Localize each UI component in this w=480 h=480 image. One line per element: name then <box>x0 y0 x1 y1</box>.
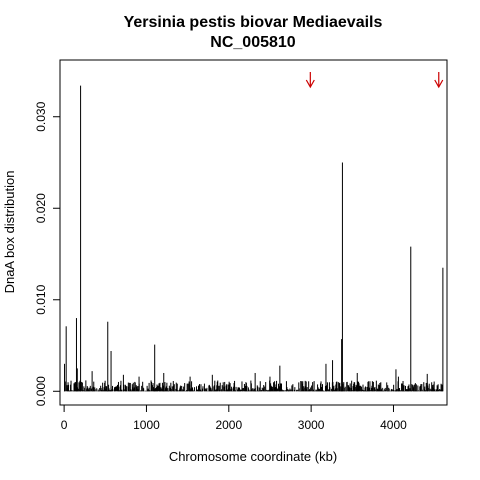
y-tick-label: 0.020 <box>34 193 48 223</box>
arrow-down-icon <box>305 72 315 89</box>
chart-bars <box>63 85 444 392</box>
x-tick-label: 2000 <box>215 418 242 432</box>
x-tick-label: 0 <box>61 418 68 432</box>
y-tick-label: 0.000 <box>34 376 48 406</box>
arrow-down-icon <box>434 72 444 89</box>
x-tick-label: 3000 <box>298 418 325 432</box>
chart-subtitle: NC_005810 <box>210 34 296 51</box>
x-tick-label: 1000 <box>133 418 160 432</box>
chart-title: Yersinia pestis biovar Mediaevails <box>124 14 383 31</box>
y-axis: 0.000 0.010 0.020 0.030 <box>34 101 60 406</box>
x-axis-label: Chromosome coordinate (kb) <box>169 449 337 464</box>
x-tick-label: 4000 <box>380 418 407 432</box>
y-axis-label: DnaA box distribution <box>2 171 17 294</box>
x-axis: 0 1000 2000 3000 4000 <box>61 404 407 432</box>
y-tick-label: 0.010 <box>34 284 48 314</box>
chart-arrows <box>305 72 444 89</box>
plot-frame <box>59 59 448 406</box>
y-tick-label: 0.030 <box>34 101 48 131</box>
baseline-noise-bars <box>63 380 444 392</box>
